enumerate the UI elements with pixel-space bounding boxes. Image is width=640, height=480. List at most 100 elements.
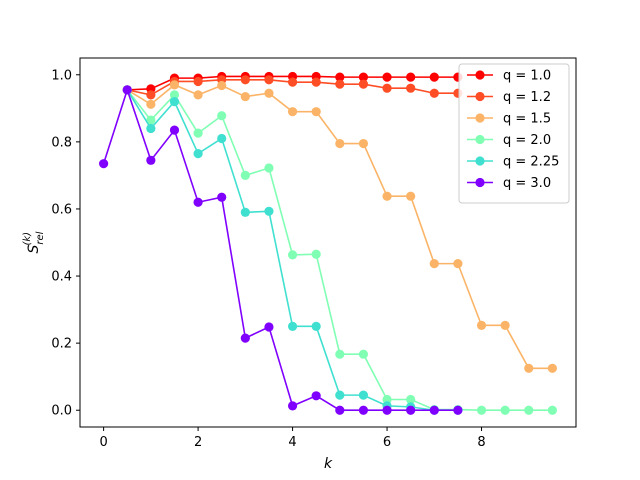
- data-point: [547, 405, 557, 415]
- data-point: [99, 159, 109, 169]
- data-point: [453, 259, 463, 269]
- data-point: [382, 72, 392, 82]
- y-tick-label: 0.4: [51, 270, 72, 285]
- data-point: [146, 123, 156, 134]
- x-tick-label: 8: [477, 435, 485, 450]
- legend-marker: [475, 156, 485, 166]
- data-point: [146, 155, 156, 165]
- data-point: [453, 405, 463, 415]
- legend-label: q = 1.5: [503, 112, 551, 127]
- data-point: [311, 107, 321, 117]
- data-point: [406, 72, 416, 82]
- data-point: [287, 250, 298, 260]
- data-point: [193, 76, 203, 87]
- y-axis-label: Srel(k): [22, 231, 46, 253]
- series-4: [122, 85, 557, 415]
- data-point: [169, 125, 180, 135]
- data-point: [287, 321, 298, 331]
- data-point: [524, 405, 534, 415]
- legend-marker: [475, 134, 485, 145]
- data-point: [264, 88, 274, 98]
- legend-marker: [475, 91, 485, 102]
- y-tick-label: 1.0: [51, 68, 72, 83]
- legend: q = 1.0 q = 1.2 q = 1.5 q = 2.0 q = 2.25 q = …: [458, 63, 570, 204]
- data-point: [240, 75, 250, 85]
- plot-frame: [79, 57, 577, 428]
- data-point: [193, 90, 203, 100]
- data-point: [240, 170, 250, 181]
- data-point: [382, 83, 392, 93]
- ticks-layer: 0 2 4 6 8 0.0 0.2 0.4 0.6 0.8 1.0: [51, 68, 485, 450]
- data-point: [358, 72, 369, 82]
- data-point: [217, 80, 227, 91]
- x-tick-label: 0: [99, 435, 107, 450]
- y-axis-label-text: Srel(k): [22, 231, 46, 253]
- data-point: [335, 349, 345, 359]
- data-point: [169, 97, 180, 107]
- data-point: [264, 206, 274, 216]
- data-point: [429, 405, 439, 415]
- data-point: [193, 197, 203, 207]
- data-point: [287, 77, 298, 87]
- data-point: [311, 321, 321, 331]
- data-point: [358, 349, 369, 359]
- data-point: [240, 207, 250, 217]
- x-tick-label: 4: [288, 435, 296, 450]
- data-point: [500, 405, 510, 415]
- data-point: [358, 405, 369, 415]
- data-point: [146, 99, 156, 109]
- data-point: [287, 107, 298, 117]
- legend-item: q = 2.25: [467, 155, 559, 170]
- data-point: [524, 363, 534, 373]
- series-3: [122, 80, 557, 373]
- x-axis-label: k: [324, 456, 333, 472]
- legend-label: q = 2.25: [503, 155, 559, 170]
- data-point: [193, 128, 203, 138]
- data-point: [358, 138, 369, 149]
- data-point: [146, 115, 156, 125]
- legend-box: [458, 63, 570, 204]
- data-point: [358, 390, 369, 400]
- legend-item: q = 1.2: [467, 90, 551, 105]
- legend-marker: [475, 70, 485, 80]
- legend-marker: [475, 177, 485, 188]
- data-point: [146, 90, 156, 100]
- data-point: [547, 363, 557, 373]
- legend-label: q = 1.2: [503, 90, 551, 105]
- data-point: [476, 405, 487, 415]
- data-point: [406, 83, 416, 93]
- data-point: [311, 249, 321, 259]
- legend-item: q = 3.0: [467, 176, 551, 191]
- y-label-sub: rel: [35, 231, 46, 244]
- data-point: [429, 259, 439, 269]
- data-point: [122, 85, 132, 95]
- data-point: [335, 390, 345, 400]
- data-point: [217, 192, 227, 202]
- data-point: [335, 79, 345, 89]
- data-point: [169, 90, 180, 100]
- legend-label: q = 1.0: [503, 69, 551, 84]
- data-point: [358, 79, 369, 89]
- data-point: [193, 149, 203, 159]
- data-point: [169, 80, 180, 90]
- series-layer: [99, 71, 557, 415]
- legend-item: q = 2.0: [467, 133, 551, 148]
- data-point: [264, 322, 274, 332]
- data-point: [311, 391, 321, 401]
- data-point: [311, 77, 321, 87]
- data-point: [264, 163, 274, 173]
- series-line-6: [102, 87, 458, 412]
- data-point: [240, 333, 250, 343]
- x-tick-label: 2: [194, 435, 202, 450]
- data-point: [335, 72, 345, 82]
- y-tick-label: 0.0: [51, 404, 72, 419]
- legend-label: q = 2.0: [503, 133, 551, 148]
- data-point: [335, 405, 345, 415]
- data-point: [429, 88, 439, 98]
- data-point: [382, 191, 392, 201]
- data-point: [217, 111, 227, 121]
- data-point: [500, 320, 510, 330]
- y-label-sup: (k): [22, 232, 33, 246]
- data-point: [476, 320, 487, 330]
